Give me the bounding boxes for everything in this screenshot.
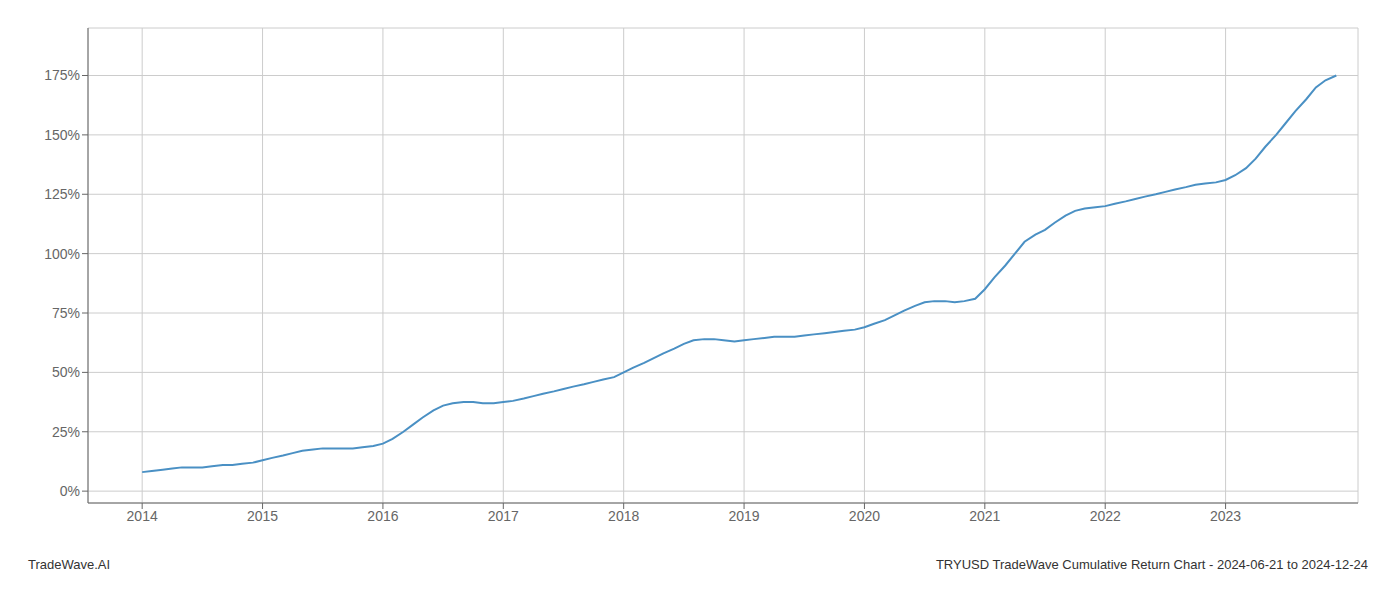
svg-text:2020: 2020	[849, 508, 880, 524]
svg-text:125%: 125%	[44, 186, 80, 202]
svg-text:75%: 75%	[52, 305, 80, 321]
svg-text:0%: 0%	[60, 483, 80, 499]
svg-text:2019: 2019	[728, 508, 759, 524]
svg-text:2015: 2015	[247, 508, 278, 524]
svg-text:2022: 2022	[1090, 508, 1121, 524]
html-text:TradeWave.AI: TradeWave.AI	[28, 557, 111, 572]
svg-text:150%: 150%	[44, 127, 80, 143]
svg-text:2016: 2016	[367, 508, 398, 524]
svg-text:175%: 175%	[44, 67, 80, 83]
svg-text:50%: 50%	[52, 364, 80, 380]
svg-text:2014: 2014	[127, 508, 158, 524]
svg-text:2023: 2023	[1210, 508, 1241, 524]
svg-text:2017: 2017	[488, 508, 519, 524]
svg-text:2021: 2021	[969, 508, 1000, 524]
html-text:TRYUSD TradeWave Cumulative Re: TRYUSD TradeWave Cumulative Return Chart…	[935, 557, 1368, 572]
svg-text:2018: 2018	[608, 508, 639, 524]
svg-text:25%: 25%	[52, 424, 80, 440]
svg-text:100%: 100%	[44, 246, 80, 262]
